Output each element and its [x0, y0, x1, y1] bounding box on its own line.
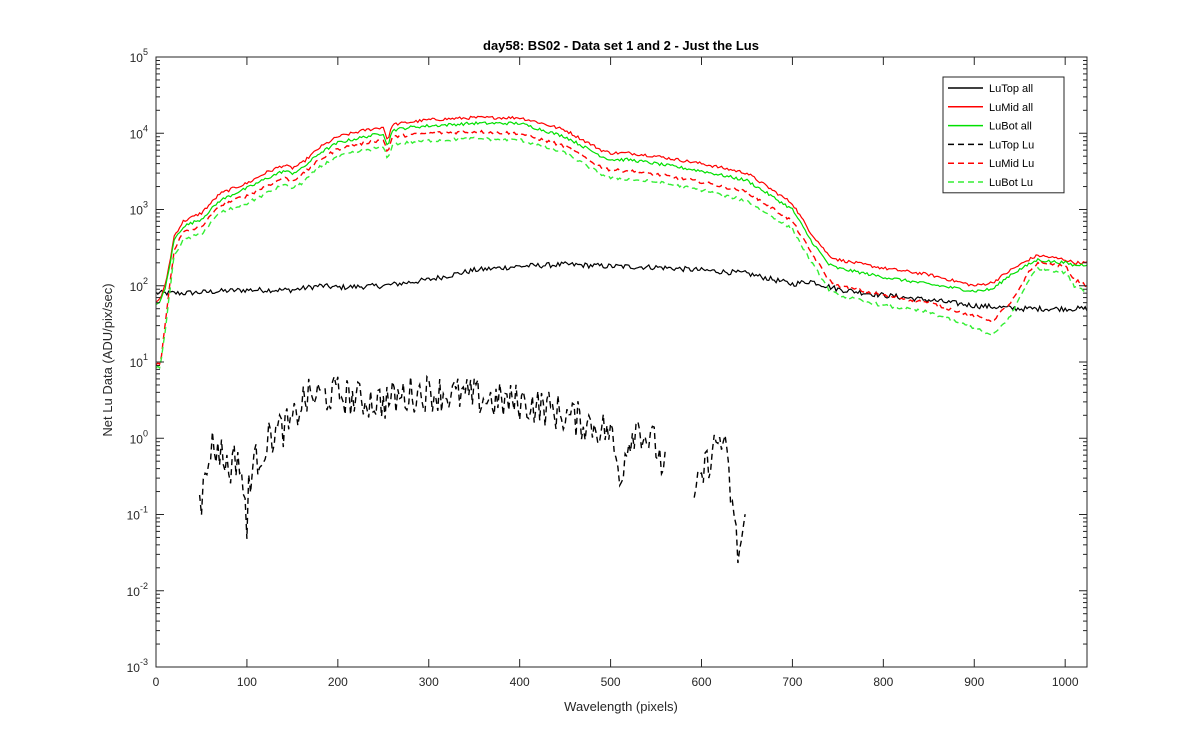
y-tick-label: 105	[130, 47, 148, 65]
plot-area	[156, 115, 1087, 564]
x-tick-label: 300	[419, 675, 439, 689]
series-line-6	[156, 136, 1087, 370]
series-line-1	[156, 115, 1087, 303]
y-axis-title: Net Lu Data (ADU/pix/sec)	[100, 283, 115, 436]
legend-label: LuMid all	[989, 102, 1033, 114]
y-tick-label: 100	[130, 428, 148, 446]
x-tick-label: 100	[237, 675, 257, 689]
x-tick-label: 1000	[1052, 675, 1079, 689]
x-tick-label: 600	[691, 675, 711, 689]
legend-label: LuTop all	[989, 83, 1033, 95]
series-line-3	[198, 373, 666, 539]
y-tick-label: 10-1	[127, 505, 148, 523]
legend-label: LuBot all	[989, 121, 1032, 133]
chart-title: day58: BS02 - Data set 1 and 2 - Just th…	[483, 38, 759, 53]
x-axis-title: Wavelength (pixels)	[564, 699, 678, 714]
x-tick-label: 800	[873, 675, 893, 689]
y-tick-label: 101	[130, 352, 148, 370]
legend-label: LuMid Lu	[989, 158, 1034, 170]
y-tick-label: 103	[130, 200, 148, 218]
legend-box	[942, 76, 1065, 194]
x-tick-label: 700	[782, 675, 802, 689]
y-tick-label: 10-3	[127, 657, 148, 675]
legend-label: LuTop Lu	[989, 139, 1034, 151]
legend-label: LuBot Lu	[989, 177, 1033, 189]
y-tick-label: 102	[130, 276, 148, 294]
y-tick-label: 104	[130, 123, 148, 141]
series-line-2	[156, 121, 1087, 305]
series-line-4	[693, 434, 746, 564]
y-tick-label: 10-2	[127, 581, 148, 599]
x-tick-label: 900	[964, 675, 984, 689]
x-tick-label: 0	[153, 675, 160, 689]
x-tick-label: 200	[328, 675, 348, 689]
series-line-0	[156, 261, 1087, 313]
legend: LuTop all LuMid all LuBot all LuTop Lu LuMid…	[942, 76, 1065, 194]
x-tick-label: 500	[601, 675, 621, 689]
x-tick-label: 400	[510, 675, 530, 689]
axes: 0 100 200 300 400 500 600 700 800 900 1000 10-3 10-2…	[127, 47, 1088, 689]
